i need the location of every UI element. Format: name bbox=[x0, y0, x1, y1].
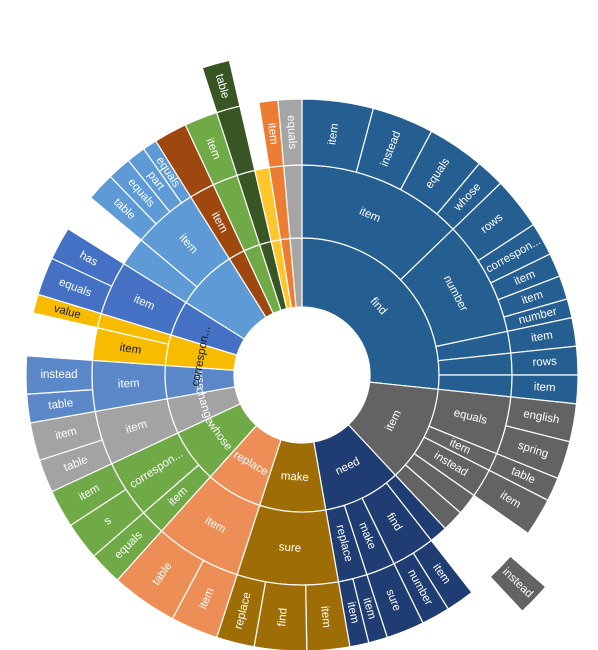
label-instead-depth-3: instead bbox=[40, 369, 77, 381]
label-item-depth-3: item bbox=[326, 123, 341, 146]
label-table-depth-3: table bbox=[48, 397, 74, 412]
label-item-depth-3: item bbox=[360, 596, 378, 620]
center-hole bbox=[234, 307, 370, 443]
label-item-depth-3: item bbox=[534, 381, 556, 394]
label-item-depth-3: item bbox=[344, 601, 360, 625]
segment-instead-depth-4 bbox=[489, 555, 547, 613]
label-equals-depth-3: equals bbox=[285, 115, 298, 150]
label-item-depth-3: item bbox=[265, 122, 280, 145]
label-item-depth-3: item bbox=[54, 425, 78, 442]
segment-equals-depth-3 bbox=[277, 98, 303, 167]
label-item-depth-2: item bbox=[119, 342, 142, 357]
label-item-depth-3: item bbox=[318, 605, 332, 628]
label-use-depth-1: use bbox=[193, 371, 206, 390]
label-make-depth-1: make bbox=[280, 470, 309, 484]
label-item-depth-3: item bbox=[530, 329, 553, 344]
label-sure-depth-2: sure bbox=[278, 541, 301, 555]
label-item-depth-2: item bbox=[118, 378, 140, 391]
label-find-depth-3: find bbox=[276, 608, 289, 627]
segment-table-depth-4 bbox=[201, 59, 241, 114]
label-rows-depth-3: rows bbox=[532, 356, 557, 369]
sunburst-rings bbox=[25, 59, 579, 650]
